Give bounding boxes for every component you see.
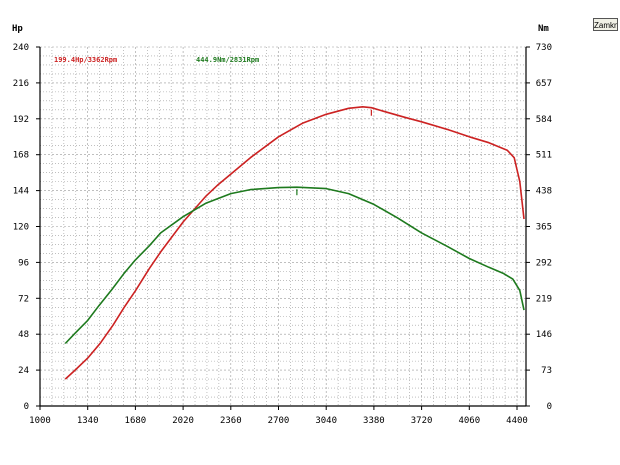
x-tick-label: 2700 — [268, 416, 290, 426]
right-tick-label: 292 — [536, 258, 552, 268]
x-tick-label: 2020 — [172, 416, 194, 426]
left-tick-label: 240 — [13, 43, 29, 53]
x-tick-label: 1340 — [77, 416, 99, 426]
right-tick-label: 73 — [541, 366, 552, 376]
series-lines — [64, 106, 525, 380]
left-tick-label: 0 — [24, 402, 29, 412]
right-tick-label: 365 — [536, 223, 552, 233]
right-tick-label: 146 — [536, 330, 552, 340]
right-tick-label: 0 — [547, 402, 552, 412]
left-axis-unit: Hp — [12, 24, 23, 34]
tick-labels: 1000 1340 1680 2020 2360 2700 3040 3380 3720 4060… — [13, 43, 552, 426]
right-tick-label: 219 — [536, 294, 552, 304]
power-peak-label: 199.4Hp/3362Rpm — [54, 56, 118, 64]
torque-peak-label: 444.9Nm/2831Rpm — [196, 56, 260, 64]
torque-curve — [64, 186, 525, 345]
x-tick-label: 2360 — [220, 416, 242, 426]
left-tick-label: 216 — [13, 79, 29, 89]
right-tick-label: 438 — [536, 187, 552, 197]
left-tick-label: 24 — [18, 366, 29, 376]
left-tick-label: 120 — [13, 223, 29, 233]
right-tick-label: 730 — [536, 43, 552, 53]
left-tick-label: 96 — [18, 258, 29, 268]
x-tick-label: 1000 — [29, 416, 51, 426]
left-tick-label: 192 — [13, 115, 29, 125]
close-button[interactable]: Zamknij — [593, 18, 618, 31]
grid-lines — [39, 46, 526, 407]
right-tick-label: 657 — [536, 79, 552, 89]
right-tick-label: 511 — [536, 151, 552, 161]
x-tick-label: 4400 — [506, 416, 528, 426]
x-tick-label: 3380 — [363, 416, 385, 426]
axes — [36, 46, 530, 410]
peak-markers — [296, 109, 372, 196]
right-axis-unit: Nm — [538, 24, 549, 34]
x-tick-label: 3040 — [315, 416, 337, 426]
x-tick-label: 3720 — [411, 416, 433, 426]
left-tick-label: 72 — [18, 294, 29, 304]
x-tick-label: 1680 — [125, 416, 147, 426]
x-tick-label: 4060 — [458, 416, 480, 426]
left-tick-label: 144 — [13, 187, 29, 197]
left-tick-label: 48 — [18, 330, 29, 340]
power-curve — [64, 106, 525, 380]
left-tick-label: 168 — [13, 151, 29, 161]
right-tick-label: 584 — [536, 115, 552, 125]
